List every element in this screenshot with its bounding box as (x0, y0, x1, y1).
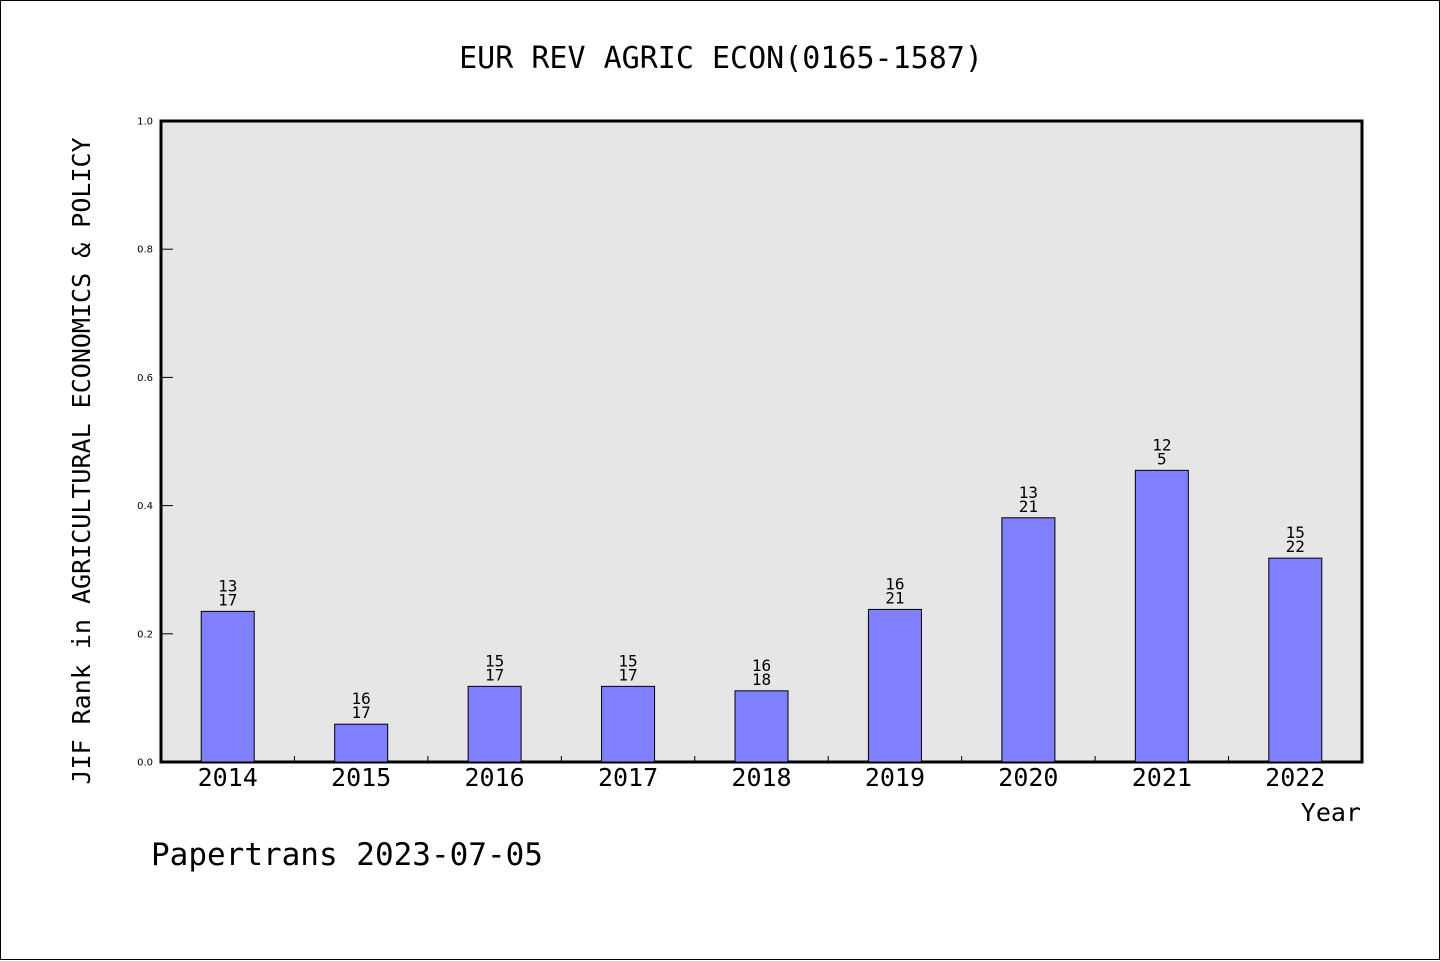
chart-title: EUR REV AGRIC ECON(0165-1587) (459, 41, 983, 76)
y-tick-label: 0.6 (137, 373, 153, 384)
x-tick-label: 2020 (998, 763, 1058, 792)
bar-2021 (1134, 469, 1189, 763)
y-tick-label: 0.2 (137, 629, 153, 640)
data-label-top: 12 (1152, 435, 1171, 454)
bars (200, 469, 1323, 763)
data-label-bottom: 17 (352, 703, 371, 722)
data-label-bottom: 18 (752, 670, 771, 689)
y-tick-label: 0.8 (137, 245, 153, 256)
x-tick-label: 2022 (1265, 763, 1325, 792)
x-tick-label: 2015 (331, 763, 391, 792)
x-tick-label: 2019 (865, 763, 925, 792)
data-label-bottom: 17 (618, 665, 637, 684)
bar-2014 (200, 610, 255, 763)
data-label-top: 16 (752, 656, 771, 675)
data-label-top: 15 (1286, 523, 1305, 542)
data-label-top: 16 (885, 574, 904, 593)
data-label-top: 16 (352, 689, 371, 708)
data-label-top: 15 (485, 651, 504, 670)
bar-2020 (1001, 517, 1056, 763)
data-label-bottom: 5 (1157, 449, 1167, 468)
bar-2016 (467, 685, 522, 763)
y-axis-label: JIF Rank in AGRICULTURAL ECONOMICS & POL… (67, 137, 96, 784)
bar-2018 (734, 690, 789, 763)
bar-2019 (867, 608, 922, 763)
data-label-bottom: 22 (1286, 537, 1305, 556)
data-label-bottom: 17 (485, 665, 504, 684)
data-label-top: 15 (618, 651, 637, 670)
bar-2017 (601, 685, 656, 763)
axis-ticks: 0.0 0.2 0.4 0.6 0.8 1.0 (137, 117, 1230, 769)
x-tick-label: 2014 (198, 763, 258, 792)
footer-credit: Papertrans 2023-07-05 (151, 837, 543, 873)
y-tick-label: 0.0 (137, 758, 153, 769)
x-tick-label: 2018 (731, 763, 791, 792)
x-tick-label: 2016 (465, 763, 525, 792)
y-tick-label: 0.4 (137, 501, 153, 512)
data-label-bottom: 21 (1019, 497, 1038, 516)
x-tick-label: 2017 (598, 763, 658, 792)
bar-2022 (1268, 557, 1323, 763)
x-tick-label: 2021 (1132, 763, 1192, 792)
data-label-bottom: 21 (885, 588, 904, 607)
y-tick-label: 1.0 (137, 117, 153, 128)
data-label-top: 13 (1019, 483, 1038, 502)
x-axis-label: Year (1301, 798, 1361, 827)
data-labels: 2014131720151617201615172017151720181618… (198, 435, 1326, 792)
data-label-top: 13 (218, 576, 237, 595)
bar-2015 (334, 723, 389, 763)
data-label-bottom: 17 (218, 590, 237, 609)
